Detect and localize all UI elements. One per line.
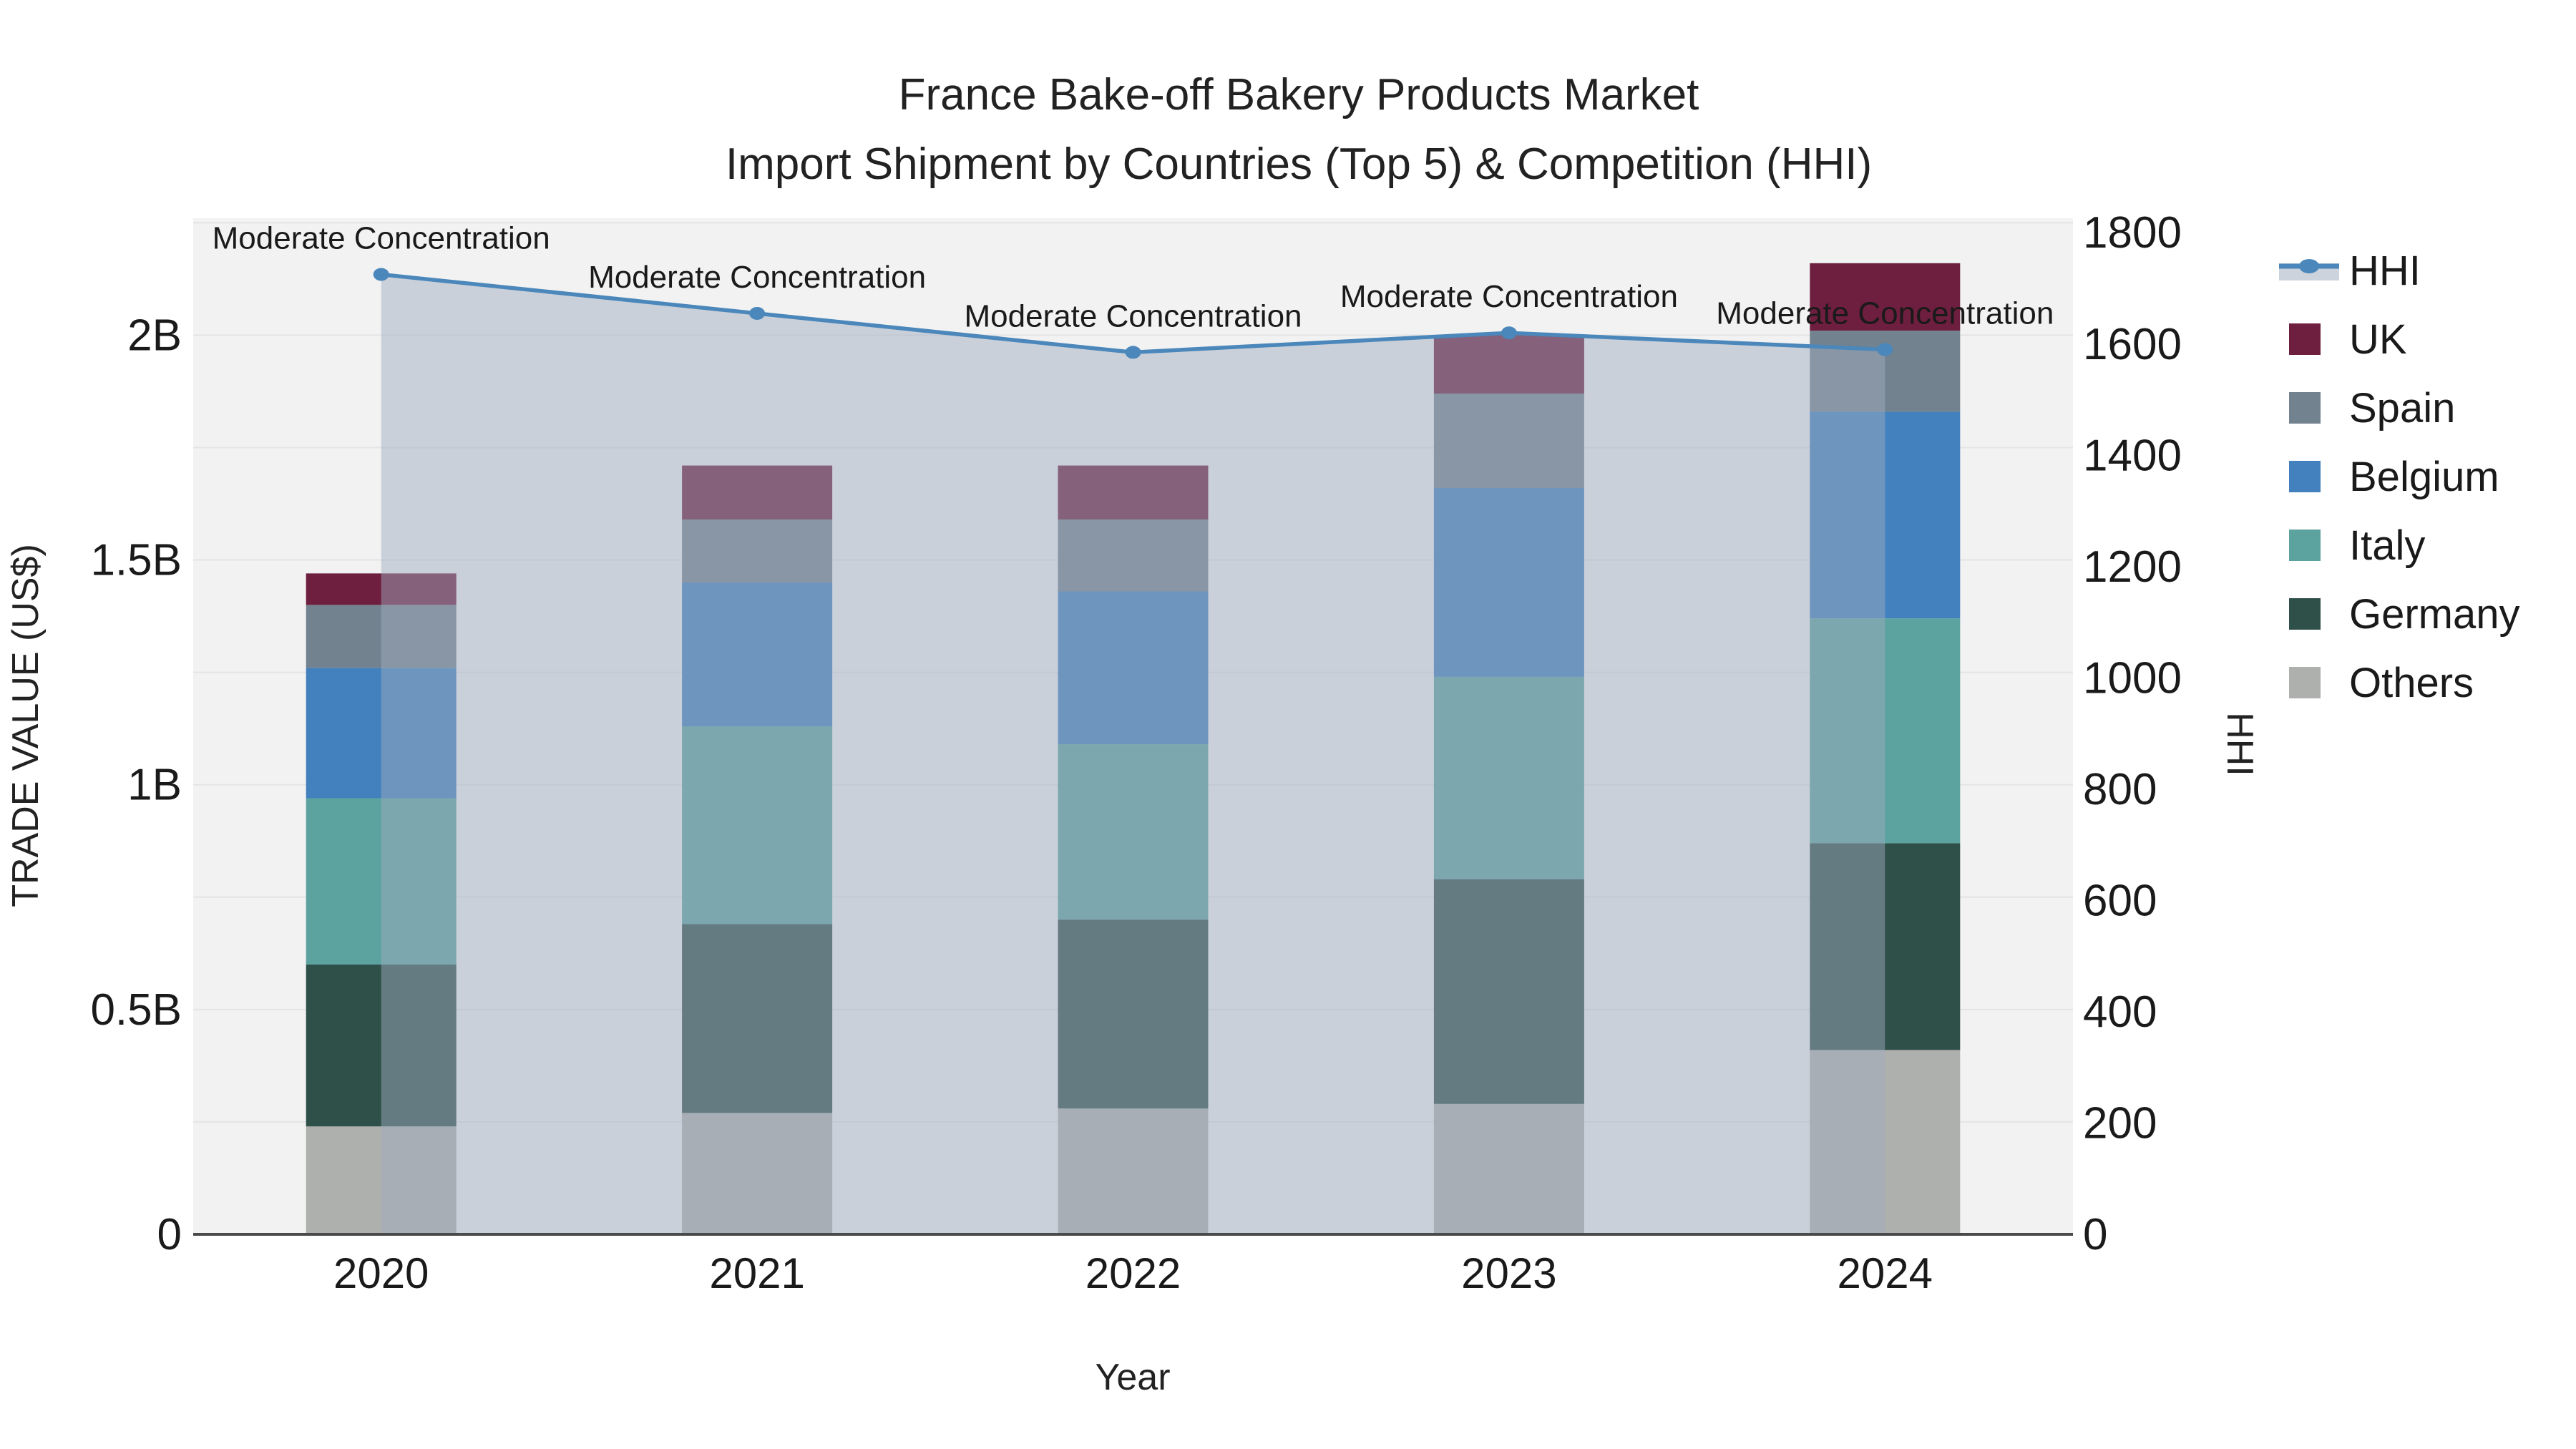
bar-segment-2023-others[interactable]: [1433, 1103, 1584, 1234]
right-tick-label: 400: [2083, 987, 2157, 1037]
bar-segment-2021-others[interactable]: [682, 1113, 833, 1234]
legend-label: Others: [2349, 659, 2474, 706]
legend-item-others[interactable]: Others: [2279, 648, 2520, 717]
bar-segment-2023-italy[interactable]: [1433, 676, 1584, 879]
x-tick-label-2022: 2022: [1085, 1249, 1181, 1297]
hhi-marker-2022[interactable]: [1125, 346, 1141, 359]
color-swatch-icon: [2279, 461, 2349, 492]
right-axis-title: HHI: [2219, 712, 2260, 776]
legend-item-germany[interactable]: Germany: [2279, 580, 2520, 648]
bar-segment-2021-spain[interactable]: [682, 519, 833, 582]
right-tick-label: 1400: [2083, 431, 2182, 480]
bar-segment-2023-belgium[interactable]: [1433, 487, 1584, 677]
bar-segment-2021-germany[interactable]: [682, 924, 833, 1113]
color-swatch-icon: [2279, 667, 2349, 698]
right-tick-label: 1600: [2083, 320, 2182, 369]
hhi-marker-2024[interactable]: [1877, 343, 1893, 356]
annotation-2024: Moderate Concentration: [1716, 296, 2054, 331]
left-tick-label: 0: [157, 1210, 182, 1259]
x-axis-title: Year: [1095, 1357, 1171, 1398]
legend-item-hhi[interactable]: HHI: [2279, 236, 2520, 305]
color-swatch-icon: [2279, 530, 2349, 561]
legend-label: Italy: [2349, 522, 2426, 569]
bar-segment-2023-spain[interactable]: [1433, 394, 1584, 488]
legend-label: UK: [2349, 316, 2407, 363]
hhi-line-swatch-icon: [2279, 255, 2349, 286]
bar-segment-2024-italy[interactable]: [1810, 618, 1961, 844]
right-tick-label: 0: [2083, 1210, 2107, 1259]
bar-segment-2022-germany[interactable]: [1058, 919, 1209, 1109]
right-tick-label: 1000: [2083, 653, 2182, 703]
bar-segment-2024-others[interactable]: [1810, 1050, 1961, 1234]
right-tick-label: 600: [2083, 876, 2157, 925]
legend-label: Spain: [2349, 384, 2456, 431]
bar-segment-2024-belgium[interactable]: [1810, 411, 1961, 619]
legend-label: Belgium: [2349, 453, 2499, 500]
right-tick-label: 200: [2083, 1098, 2157, 1148]
bar-segment-2022-uk[interactable]: [1058, 465, 1209, 519]
legend-item-spain[interactable]: Spain: [2279, 374, 2520, 442]
color-swatch-icon: [2279, 392, 2349, 424]
bar-segment-2020-belgium[interactable]: [306, 668, 457, 799]
legend-item-italy[interactable]: Italy: [2279, 511, 2520, 580]
legend: HHI UK Spain Belgium Italy Germany Others: [2279, 236, 2520, 717]
bar-segment-2021-uk[interactable]: [682, 465, 833, 519]
hhi-area-fill: [381, 274, 1885, 1235]
right-tick-label: 1800: [2083, 208, 2182, 258]
annotation-2020: Moderate Concentration: [213, 221, 550, 256]
right-tick-label: 1200: [2083, 542, 2182, 592]
legend-label: Germany: [2349, 590, 2520, 638]
left-tick-label: 0.5B: [90, 985, 182, 1035]
legend-item-uk[interactable]: UK: [2279, 305, 2520, 374]
bar-segment-2023-germany[interactable]: [1433, 879, 1584, 1104]
hhi-marker-2021[interactable]: [749, 306, 766, 320]
bar-segment-2024-germany[interactable]: [1810, 843, 1961, 1050]
x-tick-label-2021: 2021: [709, 1249, 804, 1297]
bar-segment-2020-others[interactable]: [306, 1126, 457, 1234]
bar-segment-2022-belgium[interactable]: [1058, 591, 1209, 745]
bar-segment-2022-others[interactable]: [1058, 1108, 1209, 1234]
left-tick-label: 1B: [127, 761, 182, 810]
chart-title: France Bake-off Bakery Products Market I…: [726, 60, 1872, 199]
bar-segment-2020-uk[interactable]: [306, 573, 457, 605]
color-swatch-icon: [2279, 323, 2349, 355]
x-tick-label-2020: 2020: [333, 1249, 429, 1297]
legend-label: HHI: [2349, 247, 2421, 294]
left-axis-title: TRADE VALUE (US$): [5, 544, 47, 907]
annotation-2022: Moderate Concentration: [964, 298, 1302, 333]
bar-segment-2024-uk[interactable]: [1810, 263, 1961, 331]
bar-segment-2021-belgium[interactable]: [682, 582, 833, 726]
annotation-2023: Moderate Concentration: [1340, 279, 1678, 314]
hhi-marker-2023[interactable]: [1501, 326, 1517, 340]
bar-segment-2021-italy[interactable]: [682, 726, 833, 924]
bar-segment-2022-italy[interactable]: [1058, 744, 1209, 920]
x-tick-label-2024: 2024: [1838, 1249, 1933, 1297]
annotation-2021: Moderate Concentration: [588, 260, 926, 295]
left-tick-label: 2B: [127, 311, 182, 360]
chart-title-line1: France Bake-off Bakery Products Market: [898, 70, 1699, 119]
color-swatch-icon: [2279, 598, 2349, 630]
right-tick-label: 800: [2083, 765, 2157, 814]
x-tick-label-2023: 2023: [1461, 1249, 1556, 1297]
chart-title-line2: Import Shipment by Countries (Top 5) & C…: [725, 140, 1873, 189]
bar-segment-2020-spain[interactable]: [306, 605, 457, 668]
legend-item-belgium[interactable]: Belgium: [2279, 442, 2520, 511]
bar-segment-2020-italy[interactable]: [306, 798, 457, 965]
bar-segment-2023-uk[interactable]: [1433, 335, 1584, 394]
bar-segment-2022-spain[interactable]: [1058, 519, 1209, 592]
left-tick-label: 1.5B: [90, 536, 182, 585]
hhi-marker-2020[interactable]: [373, 268, 389, 281]
bar-segment-2020-germany[interactable]: [306, 965, 457, 1127]
